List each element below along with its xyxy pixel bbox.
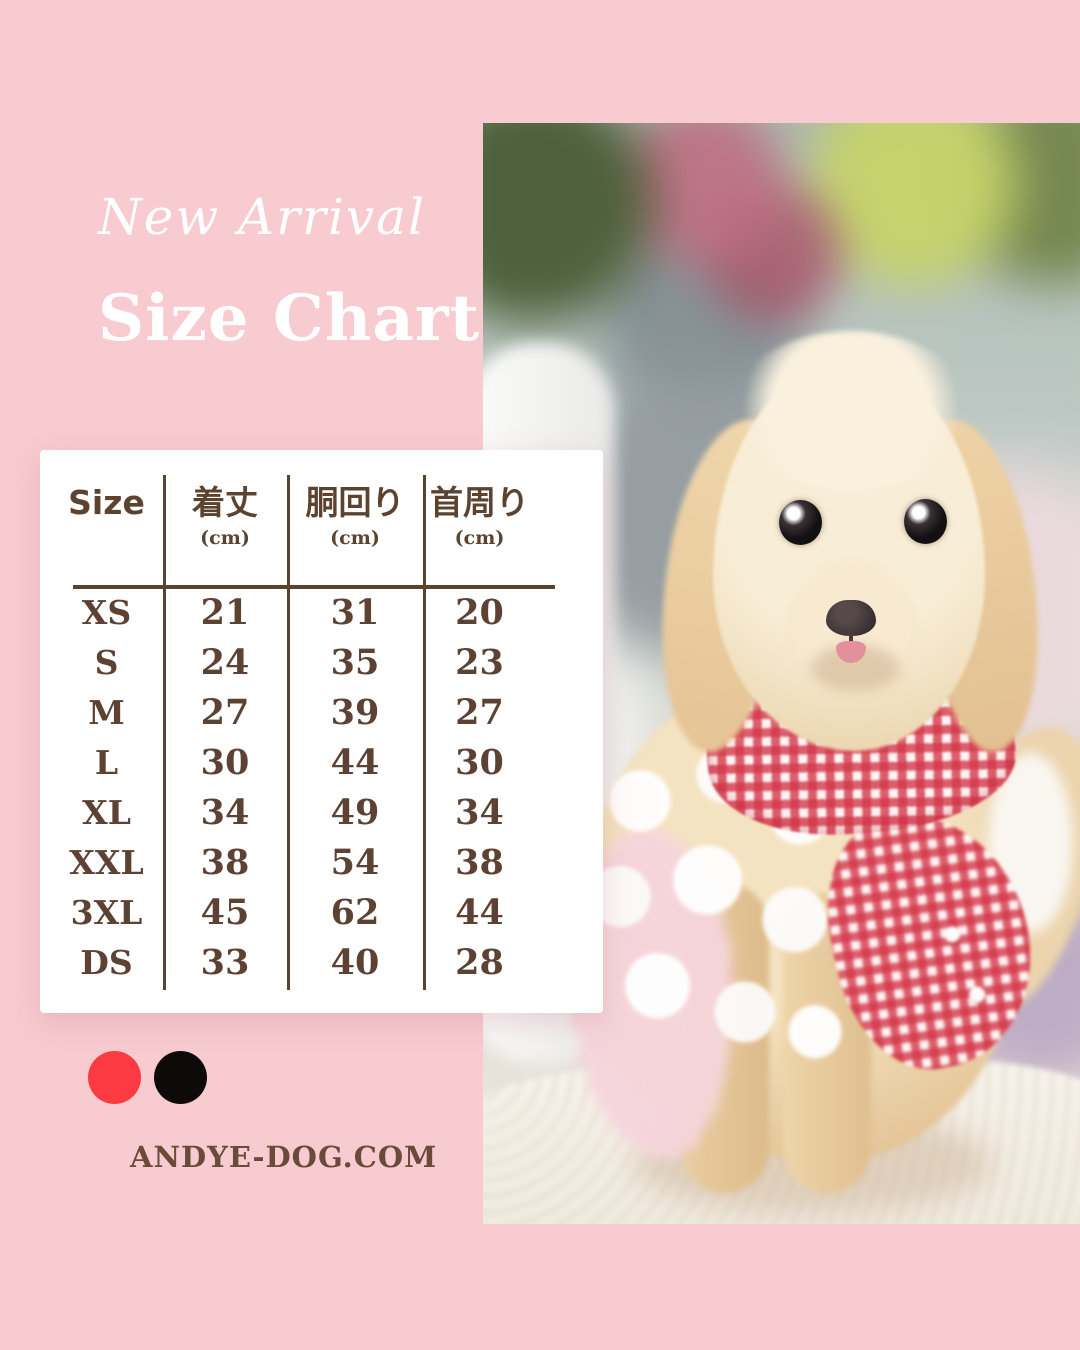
- page-title: Size Chart: [98, 281, 481, 356]
- table-row: XS 21 31 20: [50, 587, 570, 637]
- neck-value: 30: [455, 741, 504, 783]
- column-label: Size: [68, 483, 145, 522]
- column-unit: (cm): [200, 527, 250, 550]
- girth-value: 44: [330, 741, 380, 783]
- neck-value: 20: [455, 591, 504, 633]
- table-column-divider: [287, 475, 290, 990]
- girth-value: 54: [330, 841, 380, 883]
- length-value: 24: [200, 641, 250, 683]
- length-value: 27: [200, 691, 250, 733]
- neck-value: 23: [455, 641, 504, 683]
- table-row: S 24 35 23: [50, 637, 570, 687]
- table-header-underline: [73, 585, 555, 589]
- dog-nose: [826, 600, 876, 636]
- girth-value: 39: [330, 691, 380, 733]
- column-header-length: 着丈 (cm): [163, 475, 287, 563]
- column-header-neck: 首周り (cm): [423, 475, 570, 563]
- size-table-body: XS 21 31 20 S 24 35 23 M 27 39 27 L 30 44 30 XL 34 49 34 XXL…: [50, 587, 570, 987]
- length-value: 30: [200, 741, 250, 783]
- color-options: [88, 1051, 207, 1104]
- size-table: Size 着丈 (cm) 胴回り (cm) 首周り (cm) XS 21 31 20 S 24 35 23…: [50, 475, 570, 990]
- size-chart-card: Size 着丈 (cm) 胴回り (cm) 首周り (cm) XS 21 31 20 S 24 35 23…: [40, 450, 603, 1013]
- website-text: ANDYE-DOG.COM: [130, 1140, 438, 1174]
- girth-value: 35: [330, 641, 380, 683]
- length-value: 33: [200, 941, 250, 983]
- neck-value: 34: [455, 791, 504, 833]
- color-swatch-black: [154, 1051, 207, 1104]
- column-unit: (cm): [454, 527, 505, 550]
- girth-value: 40: [330, 941, 380, 983]
- dog-tongue: [836, 641, 866, 663]
- column-header-girth: 胴回り (cm): [287, 475, 423, 563]
- product-photo: [483, 123, 1080, 1224]
- dog-topknot: [731, 331, 971, 491]
- size-table-head: Size 着丈 (cm) 胴回り (cm) 首周り (cm): [50, 475, 570, 563]
- table-row: DS 33 40 28: [50, 937, 570, 987]
- dog-philtrum: [849, 632, 853, 648]
- dress-button: [967, 984, 987, 1004]
- neck-value: 44: [455, 891, 504, 933]
- size-label: XXL: [69, 842, 144, 882]
- column-unit: (cm): [330, 527, 380, 550]
- girth-value: 62: [330, 891, 380, 933]
- column-header-size: Size: [50, 475, 163, 563]
- column-label: 胴回り: [305, 483, 405, 522]
- size-label: S: [94, 642, 119, 682]
- dog-eye-left: [779, 500, 822, 545]
- table-row: M 27 39 27: [50, 687, 570, 737]
- size-label: L: [94, 742, 119, 782]
- neck-value: 38: [455, 841, 504, 883]
- table-column-divider: [163, 475, 166, 990]
- neck-value: 28: [455, 941, 504, 983]
- size-label: XS: [81, 592, 132, 632]
- table-row: XL 34 49 34: [50, 787, 570, 837]
- neck-value: 27: [455, 691, 504, 733]
- table-column-divider: [423, 475, 426, 990]
- table-row: L 30 44 30: [50, 737, 570, 787]
- length-value: 21: [200, 591, 250, 633]
- table-row: 3XL 45 62 44: [50, 887, 570, 937]
- length-value: 38: [200, 841, 250, 883]
- color-swatch-red: [88, 1051, 141, 1104]
- table-row: XXL 38 54 38: [50, 837, 570, 887]
- size-label: XL: [82, 792, 131, 832]
- size-label: DS: [80, 942, 133, 982]
- title-block: New Arrival Size Chart: [98, 190, 480, 351]
- girth-value: 31: [330, 591, 380, 633]
- length-value: 34: [200, 791, 250, 833]
- length-value: 45: [200, 891, 250, 933]
- girth-value: 49: [330, 791, 380, 833]
- size-label: M: [88, 692, 125, 732]
- eyebrow-text: New Arrival: [98, 188, 426, 246]
- column-label: 首周り: [430, 483, 529, 522]
- column-label: 着丈: [192, 483, 258, 522]
- dog-eye-right: [904, 499, 947, 544]
- size-label: 3XL: [70, 892, 143, 932]
- dress-button: [942, 924, 962, 944]
